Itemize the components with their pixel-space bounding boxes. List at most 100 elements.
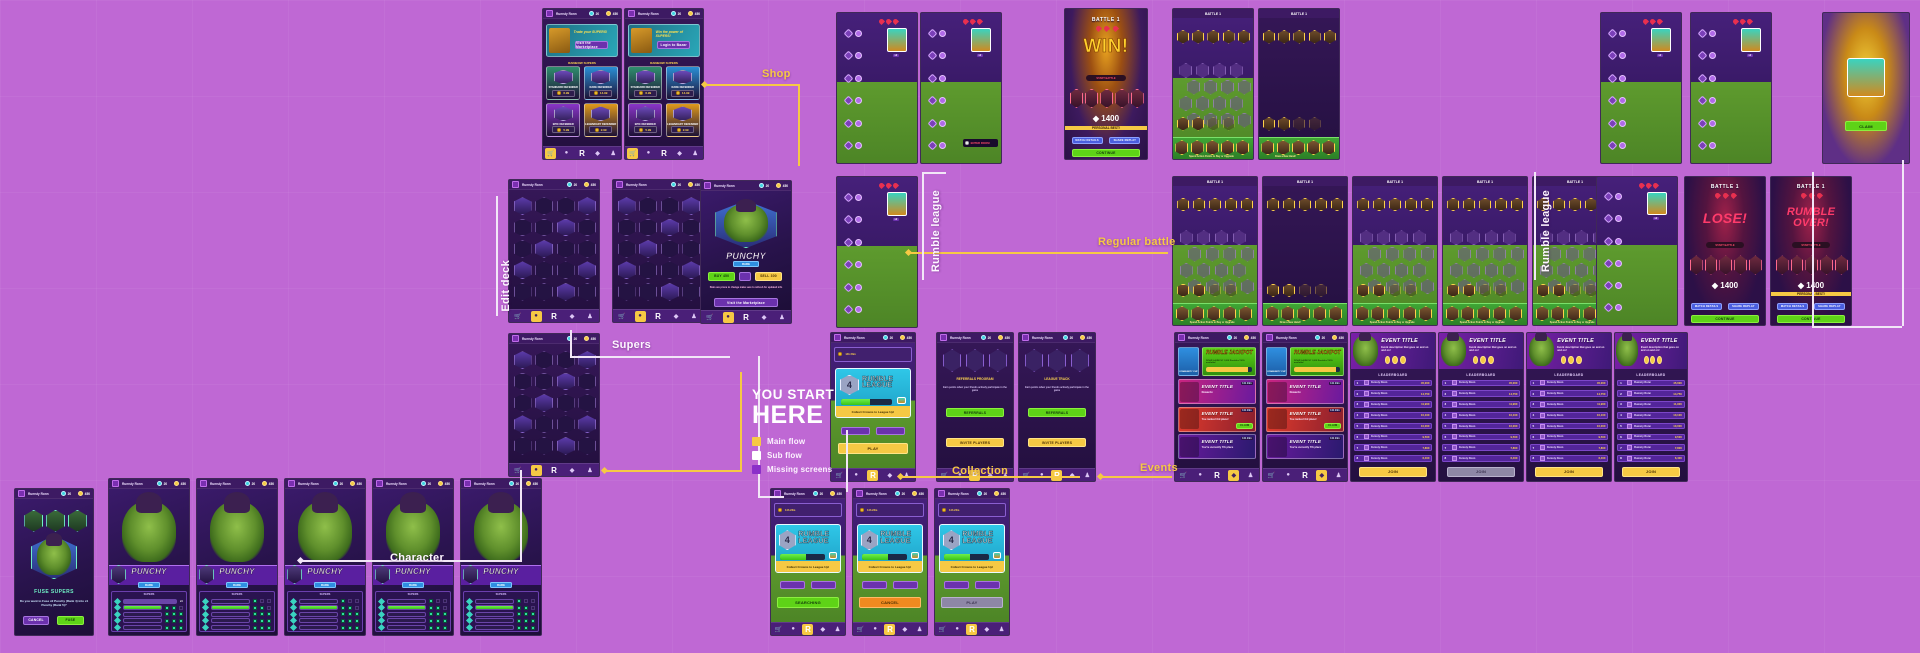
hex-tile[interactable]	[1221, 112, 1234, 128]
event-card[interactable]: EVENT TITLE Rewards: 14h 23m	[1177, 379, 1257, 405]
hex-tile[interactable]	[1557, 262, 1571, 278]
nav-item-events[interactable]: ◆	[677, 150, 682, 157]
bottom-nav[interactable]: 🛒 ● R ◆ ♟	[1019, 468, 1095, 481]
map-node[interactable]	[1614, 237, 1622, 245]
shop-card-price[interactable]: 6.99	[633, 89, 657, 97]
nav-item-events[interactable]: ◆	[820, 626, 826, 633]
currency-gems[interactable]: 20	[333, 481, 343, 486]
hex-tile[interactable]	[1395, 230, 1408, 246]
stat-row[interactable]	[466, 617, 535, 625]
stat-row[interactable]	[202, 604, 271, 612]
reward-slot[interactable]	[1025, 349, 1044, 372]
collection-slot[interactable]	[617, 197, 636, 215]
enemy-unit[interactable]	[1373, 197, 1386, 212]
match-details-button[interactable]: MATCH DETAILS	[1071, 136, 1103, 144]
hex-tile[interactable]	[1179, 96, 1193, 111]
currency-coins[interactable]: 450	[262, 481, 274, 486]
currency-coins[interactable]: 450	[526, 481, 538, 486]
leaderboard-row[interactable]: 2 Rumsty Ronn 14,750	[1617, 390, 1685, 397]
rumble-league-card[interactable]: 4 RUMBLE LEAGUE Collect Crowns to League U…	[856, 523, 924, 573]
hex-tile[interactable]	[1385, 279, 1399, 295]
join-button[interactable]: JOIN	[1359, 466, 1427, 477]
hex-tile[interactable]	[1205, 246, 1219, 262]
leaderboard-row[interactable]: 6 Rumsty Ronn 9,500	[1529, 433, 1609, 441]
nav-item-profile[interactable]: ♟	[691, 313, 697, 320]
screen-character-max[interactable]: Rumsty Ronn 20 450 PUNCHY RARE SUPERS x4	[108, 478, 190, 636]
hand-card[interactable]	[1239, 306, 1253, 322]
hand-card[interactable]	[1355, 306, 1369, 322]
collection-slot[interactable]	[682, 197, 701, 215]
stat-row[interactable]	[114, 617, 183, 625]
collection-slot[interactable]	[556, 282, 575, 301]
rumble-league-card[interactable]: 4 RUMBLE LEAGUE Collect Crowns to League U…	[835, 368, 911, 418]
enemy-unit[interactable]	[1447, 197, 1460, 212]
collection-slot[interactable]	[578, 261, 597, 280]
league-info-button[interactable]	[974, 581, 1001, 590]
collection-slot[interactable]	[617, 218, 636, 237]
hex-tile[interactable]	[1403, 246, 1417, 262]
collection-slot[interactable]	[682, 218, 701, 237]
enemy-unit[interactable]	[1357, 197, 1370, 212]
collection-slot[interactable]	[556, 415, 575, 434]
currency-gems[interactable]: 20	[245, 481, 255, 486]
map-node[interactable]	[854, 119, 862, 127]
bottom-nav[interactable]: 🛒 ● R ◆ ♟	[771, 622, 845, 635]
enemy-unit[interactable]	[1479, 197, 1492, 212]
screen-leaderboard-profile[interactable]: EVENT TITLE Event description that goes o…	[1614, 332, 1688, 482]
collection-slot[interactable]	[535, 393, 554, 412]
nav-item-profile[interactable]: ♟	[834, 626, 841, 633]
event-card[interactable]: EVENT TITLE You ranked 3rd place! 14h 23m C…	[1265, 406, 1345, 432]
shop-card[interactable]: RARE DEFENDER 14.99	[583, 65, 618, 101]
chest-icon[interactable]	[1646, 191, 1668, 216]
enemy-unit[interactable]	[1308, 30, 1321, 44]
event-card[interactable]: EVENT TITLE You're currently 7th place 14h…	[1265, 434, 1345, 460]
collection-slot[interactable]	[513, 351, 532, 369]
nav-item-rumble[interactable]: R	[966, 623, 978, 635]
join-button[interactable]: JOIN	[1535, 466, 1603, 477]
hand-card[interactable]	[1221, 140, 1234, 156]
player-unit[interactable]	[1299, 283, 1312, 298]
nav-item-rumble[interactable]: R	[743, 312, 749, 322]
hex-tile[interactable]	[1237, 112, 1251, 128]
collection-slot[interactable]	[535, 415, 554, 434]
hex-tile[interactable]	[1188, 246, 1202, 262]
player-unit[interactable]	[1267, 283, 1280, 298]
leaderboard-row[interactable]: 7 Rumsty Ronn 7,800	[1353, 444, 1433, 451]
screen-leaderboard-full[interactable]: EVENT TITLE Event description that goes o…	[1526, 332, 1612, 482]
avatar[interactable]	[546, 10, 553, 17]
nav-item-rumble[interactable]: R	[1051, 469, 1063, 481]
hand-card[interactable]	[1265, 306, 1279, 322]
nav-item-rumble[interactable]: R	[867, 469, 879, 481]
hand-card[interactable]	[1175, 306, 1189, 322]
leaderboard-row[interactable]: 4 Rumsty Ronn 10,100	[1529, 412, 1609, 419]
nav-item-events[interactable]: ◆	[569, 467, 575, 474]
enemy-unit[interactable]	[1193, 197, 1206, 212]
currency-gems[interactable]: 20	[421, 481, 431, 486]
enemy-unit[interactable]	[1192, 30, 1205, 44]
collection-slot[interactable]	[578, 351, 597, 369]
leaderboard-row[interactable]: 5 Rumsty Ronn 10,000	[1353, 422, 1433, 430]
player-unit[interactable]	[1222, 117, 1235, 131]
currency-coins[interactable]: 450	[900, 335, 912, 340]
match-details-button[interactable]: MATCH DETAILS	[1777, 302, 1808, 310]
continue-button[interactable]: CONTINUE	[1777, 314, 1845, 323]
event-card[interactable]: EVENT TITLE Rewards: 14h 23m	[1265, 379, 1345, 405]
hex-tile[interactable]	[1229, 63, 1243, 78]
avatar[interactable]	[1022, 334, 1029, 341]
reward-slot[interactable]	[943, 349, 962, 372]
nav-item-events[interactable]: ◆	[887, 472, 893, 479]
hex-tile[interactable]	[1187, 79, 1201, 95]
collection-slot[interactable]	[617, 282, 636, 301]
map-node[interactable]	[938, 119, 946, 127]
hex-tile[interactable]	[1215, 262, 1228, 278]
collection-slot[interactable]	[513, 372, 532, 391]
leaderboard-row[interactable]: 7 Rumsty Ronn 7,800	[1529, 444, 1609, 451]
collection-slot[interactable]	[639, 197, 658, 215]
shop-card[interactable]: LEGENDARY DEFENDER 2.99	[583, 102, 618, 138]
hex-tile[interactable]	[1241, 279, 1255, 295]
hex-tile[interactable]	[1403, 279, 1417, 295]
nav-item-shop[interactable]: 🛒	[627, 147, 639, 159]
collection-slot[interactable]	[535, 351, 554, 369]
hex-tile[interactable]	[1502, 230, 1516, 246]
leaderboard-row[interactable]: 7 Rumsty Ronn 7,800	[1617, 444, 1685, 451]
